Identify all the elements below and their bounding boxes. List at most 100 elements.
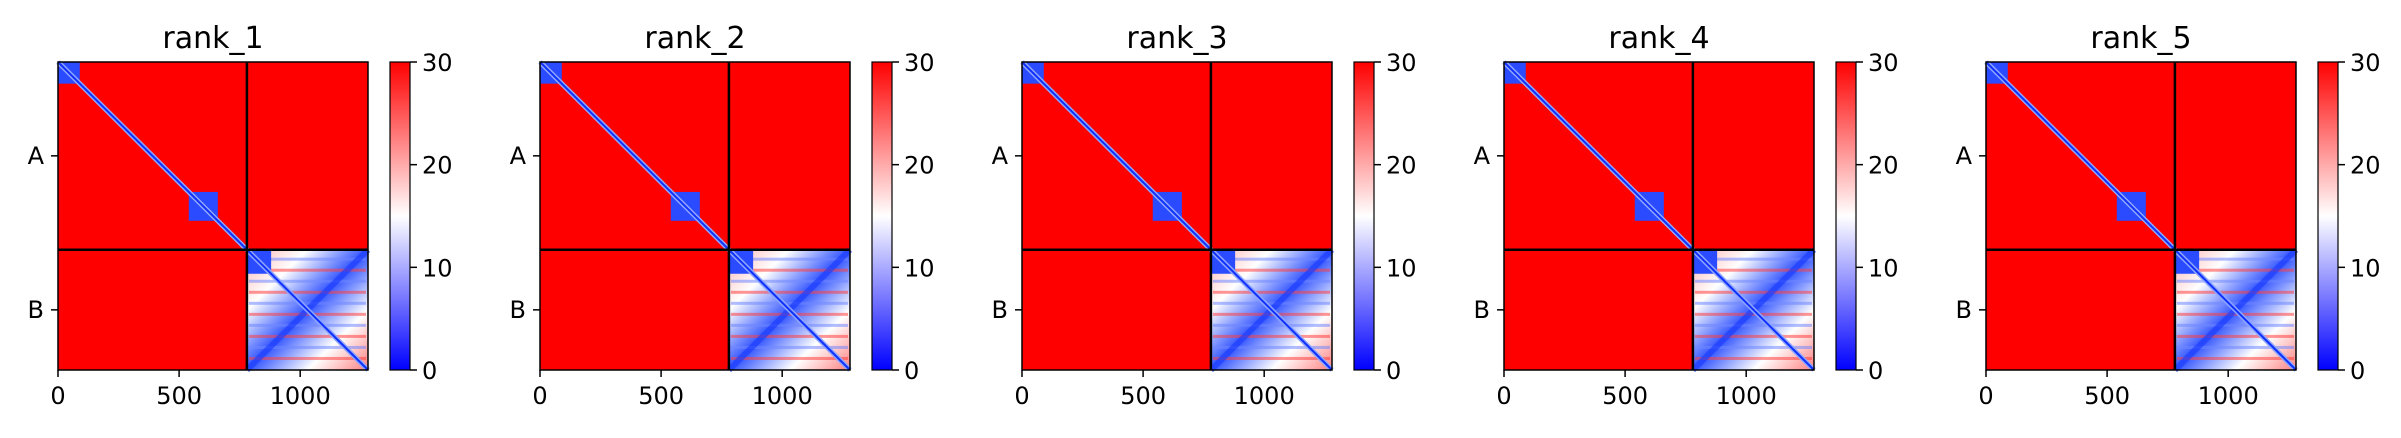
chain-b-band bbox=[1212, 268, 1330, 272]
chain-b-band bbox=[1694, 312, 1812, 316]
chain-b-band bbox=[1212, 279, 1330, 283]
colorbar bbox=[1353, 61, 1375, 371]
x-tick-label: 500 bbox=[2084, 382, 2130, 410]
y-category-label: A bbox=[1474, 142, 1491, 170]
colorbar-tick-label: 0 bbox=[1386, 357, 1401, 385]
x-tick-label: 0 bbox=[50, 382, 65, 410]
x-tick-label: 1000 bbox=[1716, 382, 1777, 410]
colorbar bbox=[1835, 61, 1857, 371]
heatmap-panel-1: rank_1 0 500 1000 A B 0 10 20 30 bbox=[28, 21, 453, 410]
chain-b-band bbox=[1694, 334, 1812, 338]
plot-frame bbox=[57, 61, 369, 371]
chain-b-band bbox=[730, 334, 848, 338]
diagonal-core bbox=[1985, 61, 2297, 371]
heatmap-panel-2: rank_2 0 500 1000 A B 0 10 20 30 bbox=[510, 21, 935, 410]
chain-b-band bbox=[730, 257, 848, 261]
colorbar-tick-label: 20 bbox=[1386, 152, 1417, 180]
heatmap-panel-3: rank_3 0 500 1000 A B 0 10 20 30 bbox=[992, 21, 1417, 410]
x-tick-label: 1000 bbox=[752, 382, 813, 410]
x-tick-label: 500 bbox=[1120, 382, 1166, 410]
diagonal-core bbox=[1503, 61, 1815, 371]
heatmap-panel-5: rank_5 0 500 1000 A B 0 10 20 30 bbox=[1956, 21, 2381, 410]
chain-b-band bbox=[248, 301, 366, 305]
colorbar-tick-label: 20 bbox=[1868, 152, 1899, 180]
colorbar bbox=[2317, 61, 2339, 371]
y-category-label: A bbox=[1956, 142, 1973, 170]
chain-b-band bbox=[248, 279, 366, 283]
colorbar-tick-label: 30 bbox=[422, 49, 453, 77]
chain-b-band bbox=[248, 290, 366, 294]
y-category-label: A bbox=[28, 142, 45, 170]
chain-b-band bbox=[1694, 323, 1812, 327]
chain-b-band bbox=[1212, 301, 1330, 305]
y-category-label: B bbox=[992, 296, 1008, 324]
chain-b-band bbox=[2176, 301, 2294, 305]
chain-b-band bbox=[2176, 290, 2294, 294]
chain-b-band bbox=[1212, 345, 1330, 349]
panel-title: rank_5 bbox=[2090, 21, 2191, 56]
panel-title: rank_2 bbox=[644, 21, 745, 56]
chain-b-band bbox=[2176, 312, 2294, 316]
chain-b-band bbox=[248, 312, 366, 316]
chain-b-band bbox=[730, 279, 848, 283]
panel-title: rank_4 bbox=[1608, 21, 1709, 56]
chain-b-band bbox=[1212, 312, 1330, 316]
colorbar-tick-label: 20 bbox=[422, 152, 453, 180]
colorbar-tick-label: 10 bbox=[422, 254, 453, 282]
colorbar-tick-label: 30 bbox=[1868, 49, 1899, 77]
colorbar-tick-label: 0 bbox=[1868, 357, 1883, 385]
colorbar bbox=[389, 61, 411, 371]
colorbar-tick-label: 30 bbox=[904, 49, 935, 77]
chain-b-band bbox=[1212, 323, 1330, 327]
x-tick-label: 500 bbox=[638, 382, 684, 410]
x-tick-label: 1000 bbox=[270, 382, 331, 410]
colorbar-tick-label: 0 bbox=[2350, 357, 2365, 385]
colorbar bbox=[871, 61, 893, 371]
plot-frame bbox=[1021, 61, 1333, 371]
chain-b-band bbox=[1694, 268, 1812, 272]
colorbar-tick-label: 0 bbox=[904, 357, 919, 385]
chain-b-band bbox=[1694, 301, 1812, 305]
y-category-label: B bbox=[510, 296, 526, 324]
chain-b-band bbox=[2176, 345, 2294, 349]
x-tick-label: 1000 bbox=[1234, 382, 1295, 410]
y-category-label: A bbox=[510, 142, 527, 170]
colorbar-tick-label: 10 bbox=[904, 254, 935, 282]
chain-b-band bbox=[1212, 257, 1330, 261]
colorbar-tick-label: 20 bbox=[2350, 152, 2381, 180]
y-category-label: B bbox=[1956, 296, 1972, 324]
colorbar-tick-label: 30 bbox=[1386, 49, 1417, 77]
colorbar-tick-label: 30 bbox=[2350, 49, 2381, 77]
x-tick-label: 500 bbox=[1602, 382, 1648, 410]
y-category-label: B bbox=[1474, 296, 1490, 324]
chain-b-band bbox=[730, 356, 848, 360]
colorbar-tick-label: 20 bbox=[904, 152, 935, 180]
chain-b-band bbox=[248, 356, 366, 360]
chain-b-band bbox=[2176, 279, 2294, 283]
chain-b-band bbox=[2176, 257, 2294, 261]
plot-frame bbox=[1985, 61, 2297, 371]
x-tick-label: 0 bbox=[1014, 382, 1029, 410]
chain-b-band bbox=[248, 323, 366, 327]
chain-b-band bbox=[730, 290, 848, 294]
chain-b-band bbox=[730, 268, 848, 272]
diagonal-core bbox=[57, 61, 369, 371]
x-tick-label: 0 bbox=[1496, 382, 1511, 410]
chain-b-band bbox=[1694, 356, 1812, 360]
chain-b-band bbox=[730, 301, 848, 305]
chain-b-band bbox=[248, 345, 366, 349]
colorbar-tick-label: 10 bbox=[2350, 254, 2381, 282]
chain-b-band bbox=[248, 268, 366, 272]
chain-b-band bbox=[1212, 290, 1330, 294]
x-tick-label: 1000 bbox=[2198, 382, 2259, 410]
x-tick-label: 500 bbox=[156, 382, 202, 410]
chain-b-band bbox=[2176, 356, 2294, 360]
chain-b-band bbox=[1694, 345, 1812, 349]
colorbar-tick-label: 10 bbox=[1386, 254, 1417, 282]
diagonal-core bbox=[1021, 61, 1333, 371]
y-category-label: B bbox=[28, 296, 44, 324]
chain-b-band bbox=[2176, 334, 2294, 338]
chain-b-band bbox=[248, 257, 366, 261]
chain-b-band bbox=[248, 334, 366, 338]
